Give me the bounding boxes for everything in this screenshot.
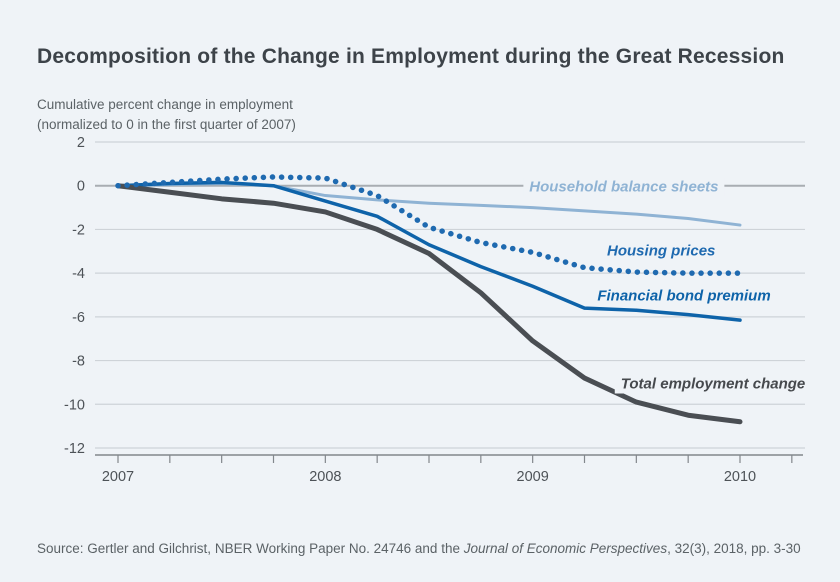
x-tick-label: 2008 bbox=[309, 469, 341, 485]
series-label-financial-bond-premium: Financial bond premium bbox=[591, 286, 777, 306]
series-label-housing-prices: Housing prices bbox=[601, 241, 722, 261]
y-tick-label: -12 bbox=[64, 441, 85, 457]
source-note: Source: Gertler and Gilchrist, NBER Work… bbox=[37, 541, 801, 556]
x-tick-label: 2007 bbox=[102, 469, 134, 485]
x-tick-label: 2009 bbox=[517, 469, 549, 485]
y-tick-label: -10 bbox=[64, 397, 85, 413]
series-total-employment-change bbox=[115, 183, 743, 425]
y-tick-label: -8 bbox=[72, 354, 85, 370]
series-label-total-employment-change: Total employment change bbox=[614, 374, 812, 394]
y-tick-label: -4 bbox=[72, 266, 85, 282]
y-axis-description-line2: (normalized to 0 in the first quarter of… bbox=[37, 117, 296, 132]
chart-title: Decomposition of the Change in Employmen… bbox=[37, 45, 785, 69]
y-tick-label: 0 bbox=[77, 179, 85, 195]
source-pages: , 32(3), 2018, pp. 3-30 bbox=[667, 540, 801, 556]
y-tick-label: -2 bbox=[72, 222, 85, 238]
source-journal-name: Journal of Economic Perspectives bbox=[463, 540, 668, 556]
x-tick-label: 2010 bbox=[724, 469, 756, 485]
source-text: Source: Gertler and Gilchrist, NBER Work… bbox=[37, 540, 464, 556]
series-housing-prices bbox=[115, 174, 743, 276]
y-axis-description-line1: Cumulative percent change in employment bbox=[37, 97, 293, 112]
y-axis-description: Cumulative percent change in employment … bbox=[37, 95, 296, 135]
y-tick-label: -6 bbox=[72, 310, 85, 326]
series-financial-bond-premium bbox=[116, 180, 742, 322]
y-tick-label: 2 bbox=[77, 135, 85, 151]
series-label-household-balance-sheets: Household balance sheets bbox=[523, 177, 725, 197]
